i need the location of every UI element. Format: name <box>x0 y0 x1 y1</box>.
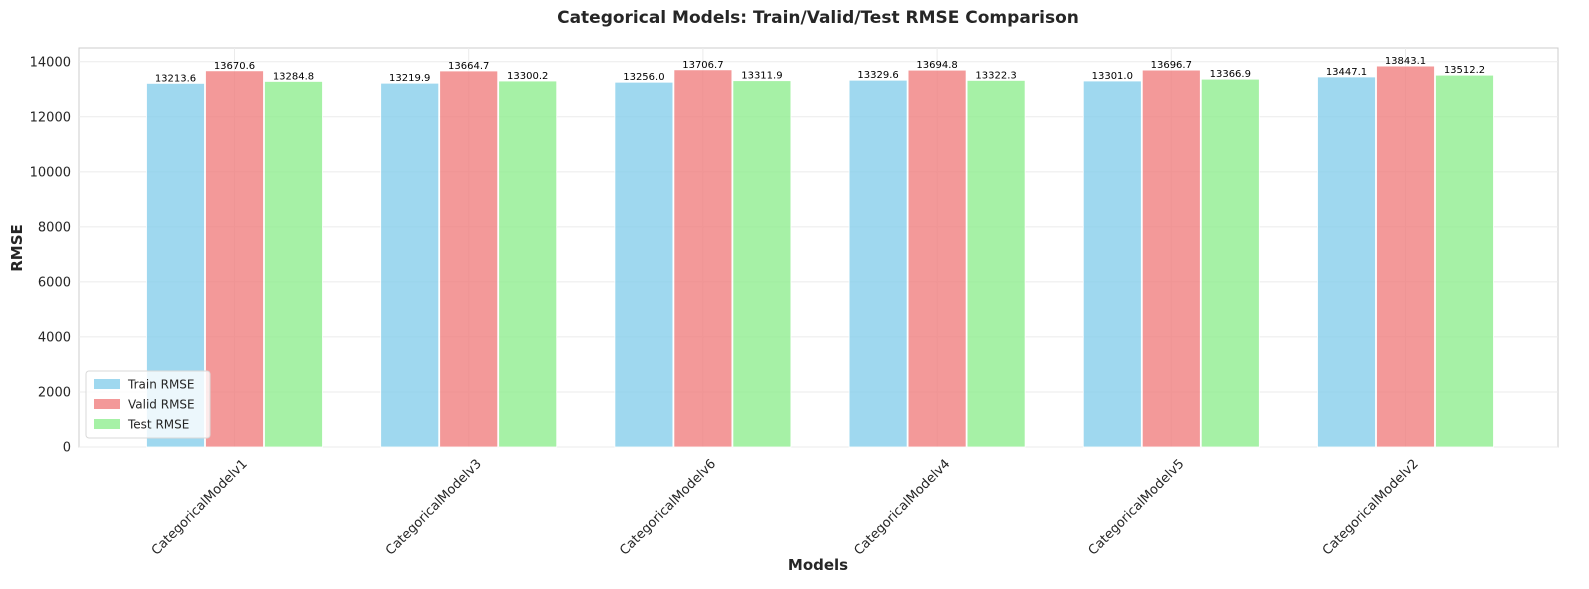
legend-label: Test RMSE <box>127 418 189 432</box>
bar-test-rmse <box>732 80 792 448</box>
y-tick-label: 14000 <box>30 55 71 70</box>
bars-group <box>146 65 1494 448</box>
legend-label: Valid RMSE <box>128 398 195 412</box>
bar-test-rmse <box>1435 74 1494 448</box>
chart-title: Categorical Models: Train/Valid/Test RMS… <box>557 8 1079 28</box>
y-axis-label: RMSE <box>8 224 26 272</box>
bar-value-label: 13311.9 <box>741 71 782 82</box>
x-tick-label: CategoricalModelv6 <box>617 457 719 559</box>
bar-valid-rmse <box>1376 65 1435 448</box>
bar-test-rmse <box>498 80 558 448</box>
bar-value-label: 13300.2 <box>507 71 548 82</box>
x-tick-label: CategoricalModelv2 <box>1320 457 1422 559</box>
bar-valid-rmse <box>673 69 733 448</box>
bar-valid-rmse <box>439 70 499 448</box>
y-tick-label: 6000 <box>38 275 71 290</box>
y-tick-label: 12000 <box>30 110 71 125</box>
bar-valid-rmse <box>907 69 967 448</box>
bar-test-rmse <box>1200 78 1260 448</box>
bar-train-rmse <box>380 82 440 448</box>
bar-value-label: 13696.7 <box>1151 60 1192 71</box>
x-tick-label: CategoricalModelv1 <box>149 457 251 559</box>
bar-value-label: 13322.3 <box>975 70 1016 81</box>
legend-label: Train RMSE <box>127 378 195 392</box>
x-tick-label: CategoricalModelv4 <box>851 457 953 559</box>
bar-value-label: 13284.8 <box>273 71 314 82</box>
bar-value-label: 13329.6 <box>857 70 898 81</box>
y-axis-ticks: 0 2000 4000 6000 8000 10000 12000 14000 <box>30 55 71 455</box>
plot-area <box>78 47 1559 448</box>
bar-value-label: 13447.1 <box>1326 67 1367 78</box>
legend-swatch <box>94 419 120 429</box>
bar-value-label: 13219.9 <box>389 73 430 84</box>
legend: Train RMSE Valid RMSE Test RMSE <box>85 370 211 439</box>
bar-train-rmse <box>1082 80 1142 448</box>
bar-valid-rmse <box>205 70 264 448</box>
value-labels-group: 13213.6 13670.6 13284.8 13219.9 13664.7 13300… <box>155 56 1485 84</box>
y-tick-label: 2000 <box>38 385 71 400</box>
bar-train-rmse <box>848 79 908 448</box>
bar-test-rmse <box>264 81 323 448</box>
bar-train-rmse <box>614 81 674 448</box>
bar-value-label: 13664.7 <box>448 61 489 72</box>
y-tick-label: 4000 <box>38 330 71 345</box>
bar-value-label: 13843.1 <box>1385 56 1426 67</box>
bar-value-label: 13256.0 <box>623 72 664 83</box>
y-tick-label: 8000 <box>38 220 71 235</box>
bar-value-label: 13706.7 <box>682 60 723 71</box>
y-tick-label: 0 <box>63 441 71 456</box>
legend-swatch <box>94 379 120 389</box>
x-axis-ticks: CategoricalModelv1 CategoricalModelv3 Cate… <box>149 457 1422 559</box>
bar-value-label: 13301.0 <box>1092 71 1133 82</box>
bar-value-label: 13670.6 <box>214 61 255 72</box>
x-tick-label: CategoricalModelv5 <box>1086 457 1188 559</box>
bar-value-label: 13512.2 <box>1444 65 1485 76</box>
bar-train-rmse <box>1317 76 1376 448</box>
y-tick-label: 10000 <box>30 165 71 180</box>
bar-value-label: 13694.8 <box>916 60 957 71</box>
bar-valid-rmse <box>1141 69 1201 448</box>
bar-value-label: 13366.9 <box>1210 69 1251 80</box>
legend-swatch <box>94 399 120 409</box>
x-tick-label: CategoricalModelv3 <box>383 457 485 559</box>
bar-value-label: 13213.6 <box>155 73 196 84</box>
x-axis-label: Models <box>788 556 848 574</box>
bar-test-rmse <box>966 80 1026 448</box>
